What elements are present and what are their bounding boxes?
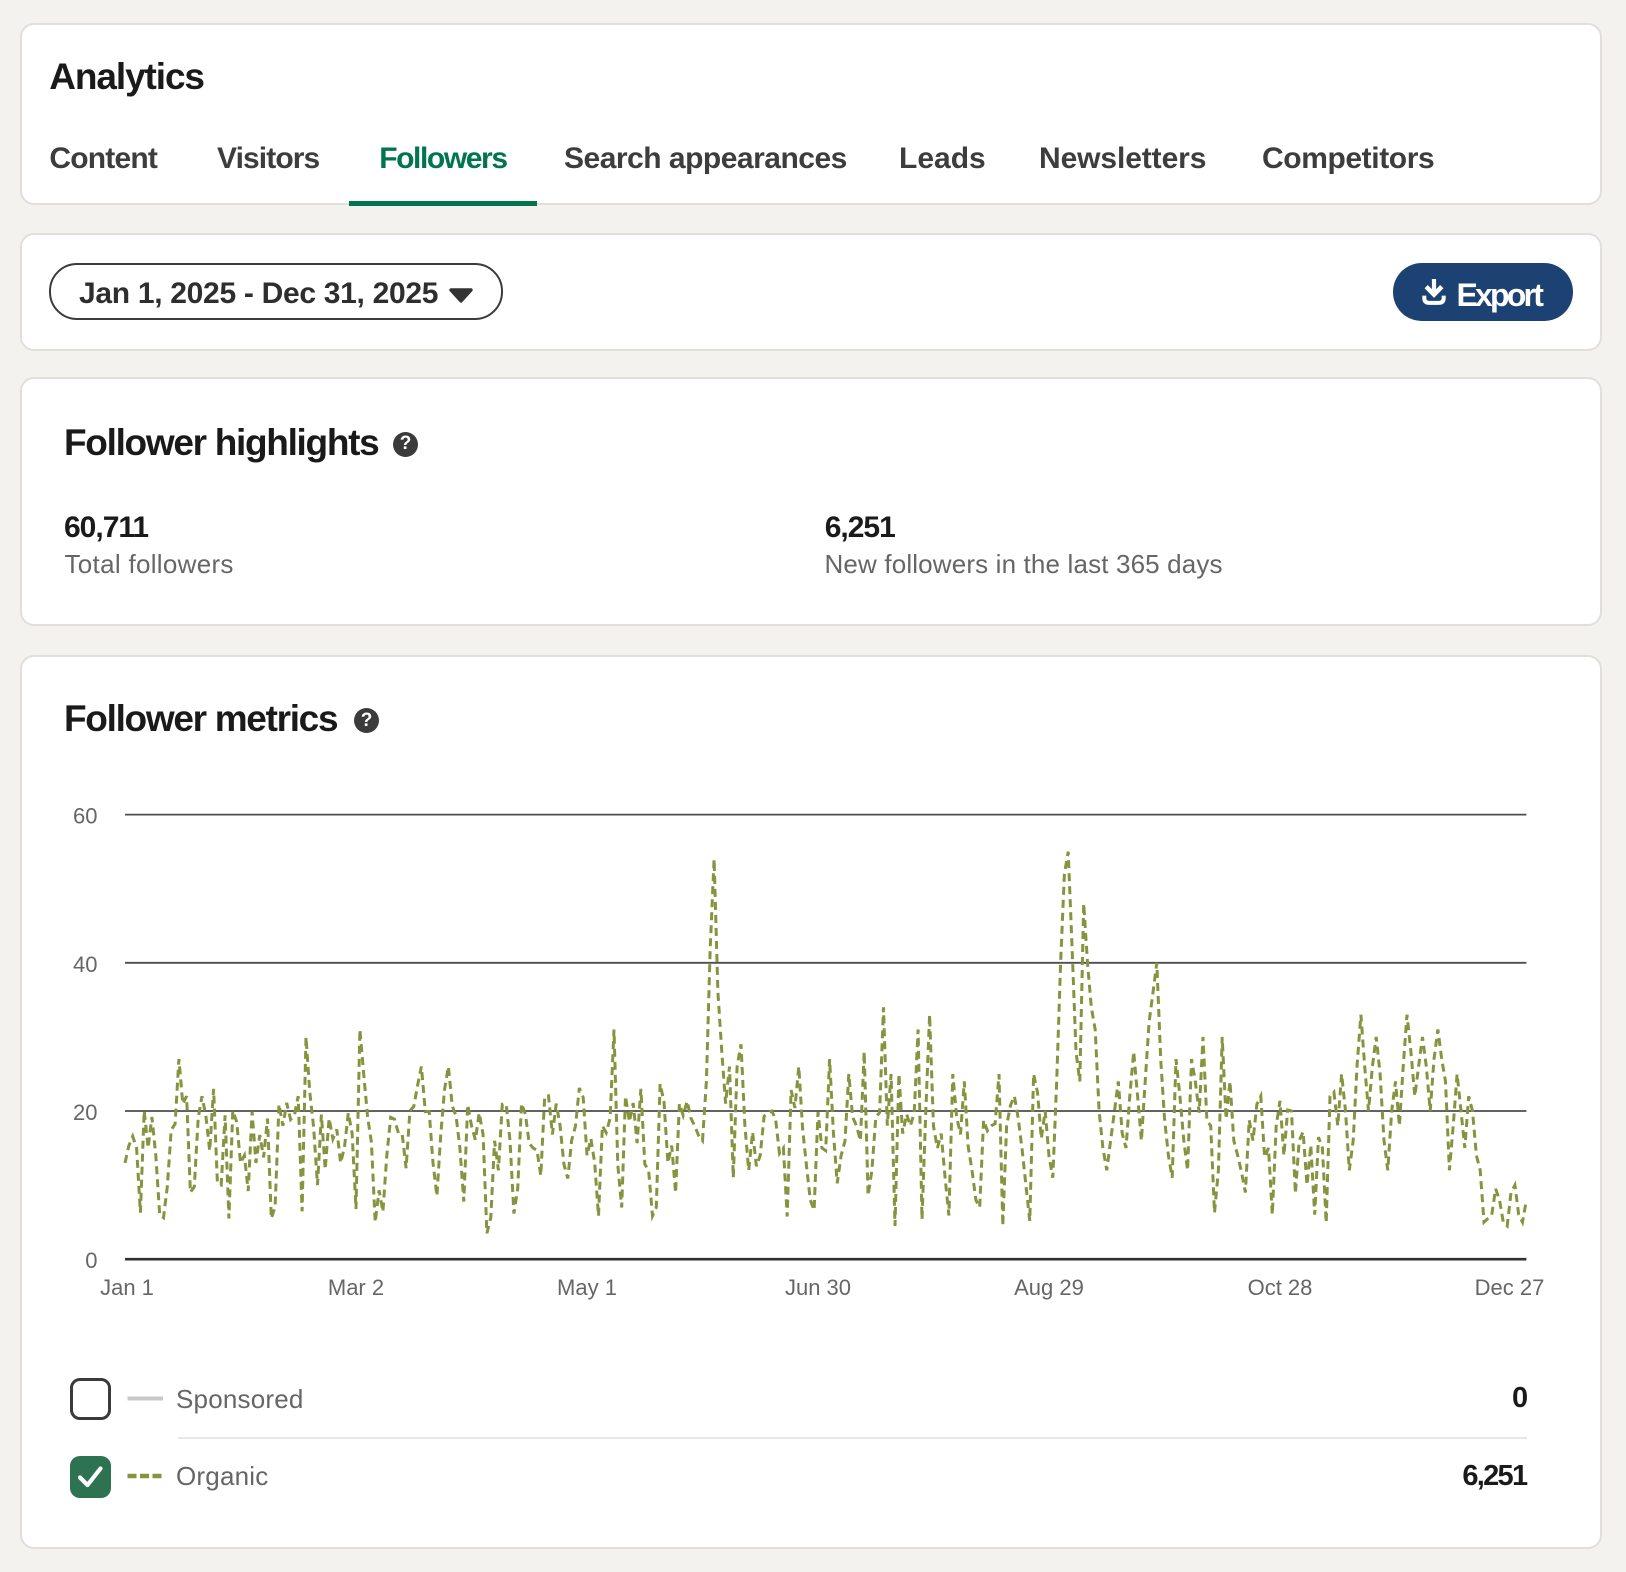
svg-text:Dec 27: Dec 27 (1475, 1275, 1545, 1300)
svg-text:60: 60 (73, 804, 97, 829)
svg-text:20: 20 (73, 1100, 97, 1125)
svg-text:40: 40 (73, 952, 97, 977)
svg-text:Oct 28: Oct 28 (1248, 1275, 1313, 1300)
svg-text:0: 0 (85, 1248, 97, 1273)
svg-text:Mar 2: Mar 2 (328, 1275, 384, 1300)
svg-text:Aug 29: Aug 29 (1014, 1275, 1084, 1300)
svg-text:Jan 1: Jan 1 (100, 1275, 154, 1300)
svg-text:May 1: May 1 (557, 1275, 617, 1300)
svg-text:Jun 30: Jun 30 (785, 1275, 851, 1300)
